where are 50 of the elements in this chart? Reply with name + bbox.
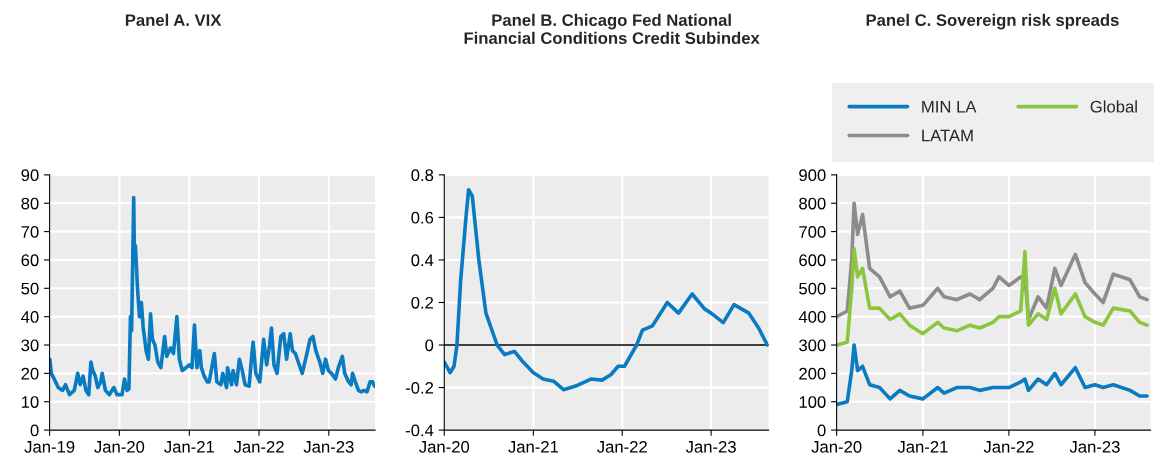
y-tick-label: 200: [799, 367, 826, 380]
y-tick-label: 400: [798, 311, 826, 323]
chart-title: Panel C. Sovereign risk spreads: [866, 13, 1119, 30]
x-tick-label: Jan-22: [233, 440, 284, 453]
x-tick-label: Jan-23: [303, 440, 354, 453]
y-tick-label: 50: [21, 282, 39, 295]
y-tick-label: 70: [21, 225, 39, 238]
y-tick-label: 90: [21, 169, 39, 182]
x-tick-label: Jan-20: [419, 440, 470, 453]
y-tick-label: 80: [21, 197, 39, 210]
legend-label: Global: [1090, 100, 1137, 113]
chart-title: Panel B. Chicago Fed National Financial Conditions Credit Subindex: [464, 13, 760, 45]
x-tick-label: Jan-19: [24, 440, 75, 453]
y-tick-label: 0: [425, 339, 434, 352]
y-tick-label: 20: [21, 367, 39, 380]
x-tick-label: Jan-22: [983, 440, 1034, 453]
y-tick-label: 40: [21, 311, 39, 323]
y-tick-label: 30: [21, 339, 39, 352]
y-tick-label: 900: [799, 169, 826, 182]
x-tick-label: Jan-21: [508, 440, 559, 453]
y-tick-label: 0.6: [411, 211, 434, 224]
y-tick-label: -0.2: [405, 381, 434, 394]
y-tick-label: 0.8: [411, 169, 434, 182]
x-tick-label: Jan-23: [685, 440, 736, 453]
legend-label: LATAM: [922, 129, 973, 142]
x-tick-label: Jan-23: [1069, 440, 1120, 453]
line-series: [836, 343, 1149, 407]
y-tick-label: 0: [30, 424, 39, 437]
y-tick-label: 60: [21, 254, 39, 267]
line-series: [836, 201, 1149, 322]
y-tick-label: 10: [21, 396, 39, 408]
line-series: [836, 246, 1149, 347]
x-tick-label: Jan-20: [94, 440, 145, 453]
legend-label: MIN LA: [922, 100, 977, 113]
y-tick-label: 300: [799, 339, 826, 352]
chart-title: Panel A. VIX: [125, 13, 222, 27]
x-tick-label: Jan-21: [164, 440, 214, 453]
y-tick-label: 700: [799, 225, 826, 238]
y-tick-label: -0.4: [405, 424, 434, 437]
x-tick-label: Jan-21: [897, 440, 948, 453]
y-tick-label: 0.4: [411, 254, 434, 267]
line-series: [49, 195, 376, 397]
y-tick-label: 800: [799, 197, 826, 210]
y-tick-label: 0.2: [411, 296, 434, 309]
y-tick-label: 500: [799, 282, 826, 295]
y-tick-label: 0: [817, 424, 826, 437]
y-tick-label: 100: [799, 396, 826, 408]
y-tick-label: 600: [799, 254, 826, 267]
x-tick-label: Jan-22: [597, 440, 647, 453]
x-tick-label: Jan-20: [811, 440, 862, 453]
